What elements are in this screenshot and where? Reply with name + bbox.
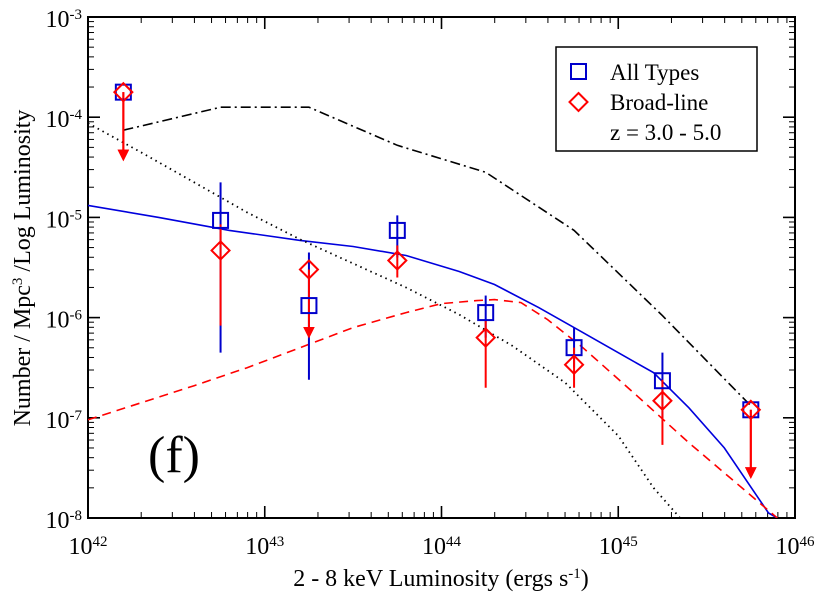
broad-line-diamond-marker <box>652 390 673 412</box>
axis-ticks <box>87 16 796 519</box>
broad-line-diamond-marker <box>475 327 497 349</box>
y-tick-label: 10-6 <box>46 308 83 334</box>
panel-label: (f) <box>148 427 200 484</box>
legend-redshift-note: z = 3.0 - 5.0 <box>610 120 721 145</box>
broad-line-diamond-marker <box>740 399 762 421</box>
x-tick-label: 1043 <box>245 534 284 560</box>
broad-line-model-curve <box>88 298 778 518</box>
broad-line-diamond-marker <box>386 250 408 271</box>
x-tick-label: 1042 <box>69 534 108 560</box>
all-types-square-marker <box>477 304 495 322</box>
dash-dot-model-curve <box>123 106 752 407</box>
all-types-square-marker <box>212 211 230 229</box>
broad-line-diamond-marker <box>112 81 134 103</box>
y-tick-label: 10-3 <box>46 7 83 33</box>
all-types-square-marker <box>114 83 132 101</box>
x-axis-title: 2 - 8 keV Luminosity (ergs s-1) <box>293 566 589 592</box>
legend-diamond-icon <box>568 91 589 113</box>
data-markers <box>112 81 762 421</box>
legend-label-broad-line: Broad-line <box>610 90 708 115</box>
all-types-square-marker <box>388 221 406 239</box>
x-tick-label: 1045 <box>599 534 638 560</box>
broad-line-diamond-marker <box>563 354 585 376</box>
all-types-square-marker <box>742 401 760 419</box>
broad-line-diamond-marker <box>210 240 231 261</box>
tick-labels: 1042 1043 1044 1045 1046 10-8 10-7 10-6 10-5 10-4… <box>46 7 816 560</box>
y-tick-label: 10-8 <box>46 508 83 534</box>
all-types-model-curve <box>88 204 778 518</box>
y-tick-label: 10-4 <box>46 107 83 133</box>
y-tick-label: 10-5 <box>46 207 83 233</box>
x-tick-label: 1044 <box>422 534 462 560</box>
all-types-square-marker <box>653 372 671 390</box>
upper-limit-arrowhead <box>303 327 315 339</box>
upper-limit-arrowhead <box>117 149 130 162</box>
model-curves <box>88 106 778 518</box>
legend-label-all-types: All Types <box>610 60 699 85</box>
error-bars <box>117 92 757 479</box>
upper-limit-arrowhead <box>745 467 757 479</box>
legend-square-icon <box>570 63 587 80</box>
x-tick-label: 1046 <box>776 534 816 560</box>
all-types-square-marker <box>300 297 318 315</box>
dotted-model-curve <box>88 122 681 518</box>
y-axis-title: Number / Mpc3 /Log Luminosity <box>10 110 36 427</box>
legend-box <box>555 46 758 152</box>
legend: All Types Broad-line z = 3.0 - 5.0 <box>555 46 758 152</box>
y-tick-label: 10-7 <box>46 408 83 434</box>
broad-line-diamond-marker <box>298 259 320 280</box>
